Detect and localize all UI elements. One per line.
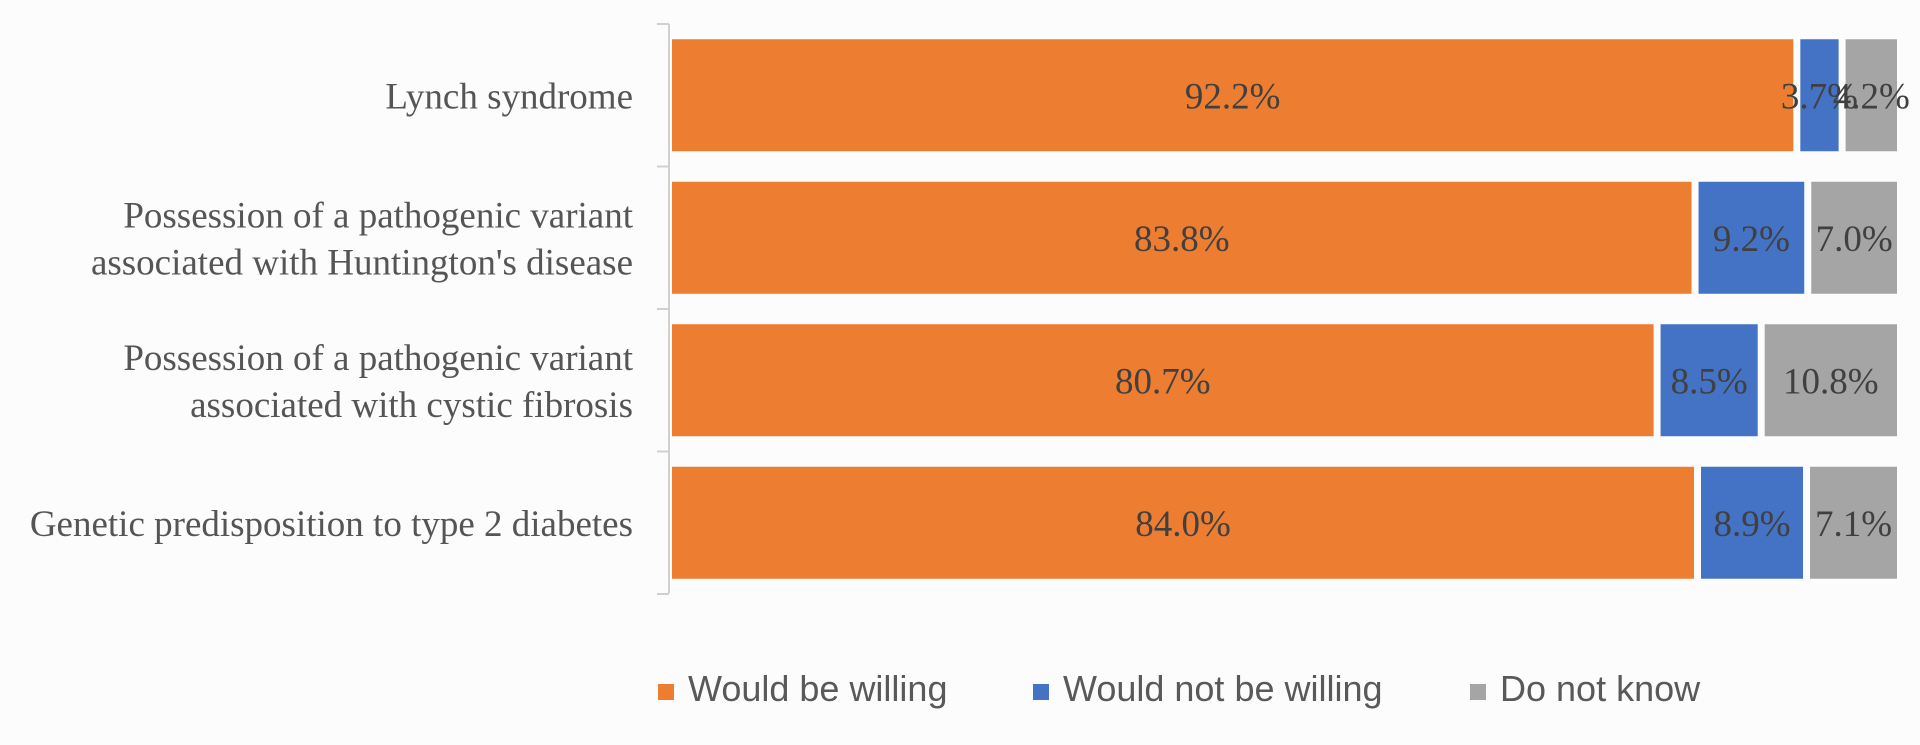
data-label: 4.2% xyxy=(1833,76,1910,117)
data-label: 9.2% xyxy=(1713,219,1790,260)
data-label: 92.2% xyxy=(1185,76,1281,117)
data-labels-group: 92.2% 3.7%4.2% 83.8% 9.2% 7.0% 80.7% 8.5% 10.8%… xyxy=(1115,76,1910,545)
category-axis-ticks xyxy=(657,23,669,595)
category-labels-group: Lynch syndrome Possession of a pathogenic… xyxy=(30,76,634,545)
bar-segment xyxy=(672,181,1692,294)
legend-item: Do not know xyxy=(1470,668,1701,709)
data-label: 8.9% xyxy=(1713,504,1790,545)
category-label: Possession of a pathogenic variant xyxy=(123,195,633,236)
data-label: 10.8% xyxy=(1783,361,1879,402)
legend-item: Would be willing xyxy=(658,668,947,709)
bar-segment xyxy=(1845,39,1897,152)
data-label: 3.7% xyxy=(1781,76,1858,117)
data-label: 84.0% xyxy=(1135,504,1231,545)
bar-segment xyxy=(1764,324,1897,437)
bar-segment xyxy=(1660,324,1758,437)
legend-swatch xyxy=(658,684,674,700)
category-label: Genetic predisposition to type 2 diabete… xyxy=(30,504,633,545)
bar-segment xyxy=(1811,181,1897,294)
category-label: Lynch syndrome xyxy=(385,76,633,117)
bar-segment xyxy=(672,39,1794,152)
data-label: 80.7% xyxy=(1115,361,1211,402)
bar-segment xyxy=(1698,181,1805,294)
bar-segment xyxy=(1800,39,1839,152)
data-label: 7.1% xyxy=(1815,504,1892,545)
data-label: 83.8% xyxy=(1134,219,1230,260)
legend-label: Would be willing xyxy=(688,668,947,709)
legend-swatch xyxy=(1470,684,1486,700)
data-label: 7.0% xyxy=(1816,219,1893,260)
legend-label: Do not know xyxy=(1500,668,1701,709)
bar-segment xyxy=(672,324,1654,437)
legend: Would be willing Would not be willing Do n… xyxy=(658,668,1701,709)
bar-series-group xyxy=(672,39,1897,579)
bar-segment xyxy=(672,466,1694,579)
legend-item: Would not be willing xyxy=(1033,668,1383,709)
category-label: associated with cystic fibrosis xyxy=(190,385,633,426)
category-label: associated with Huntington's disease xyxy=(91,242,633,283)
bar-segment xyxy=(1810,466,1897,579)
legend-label: Would not be willing xyxy=(1063,668,1383,709)
category-label: Possession of a pathogenic variant xyxy=(123,338,633,379)
data-label: 8.5% xyxy=(1671,361,1748,402)
bar-segment xyxy=(1701,466,1804,579)
legend-swatch xyxy=(1033,684,1049,700)
